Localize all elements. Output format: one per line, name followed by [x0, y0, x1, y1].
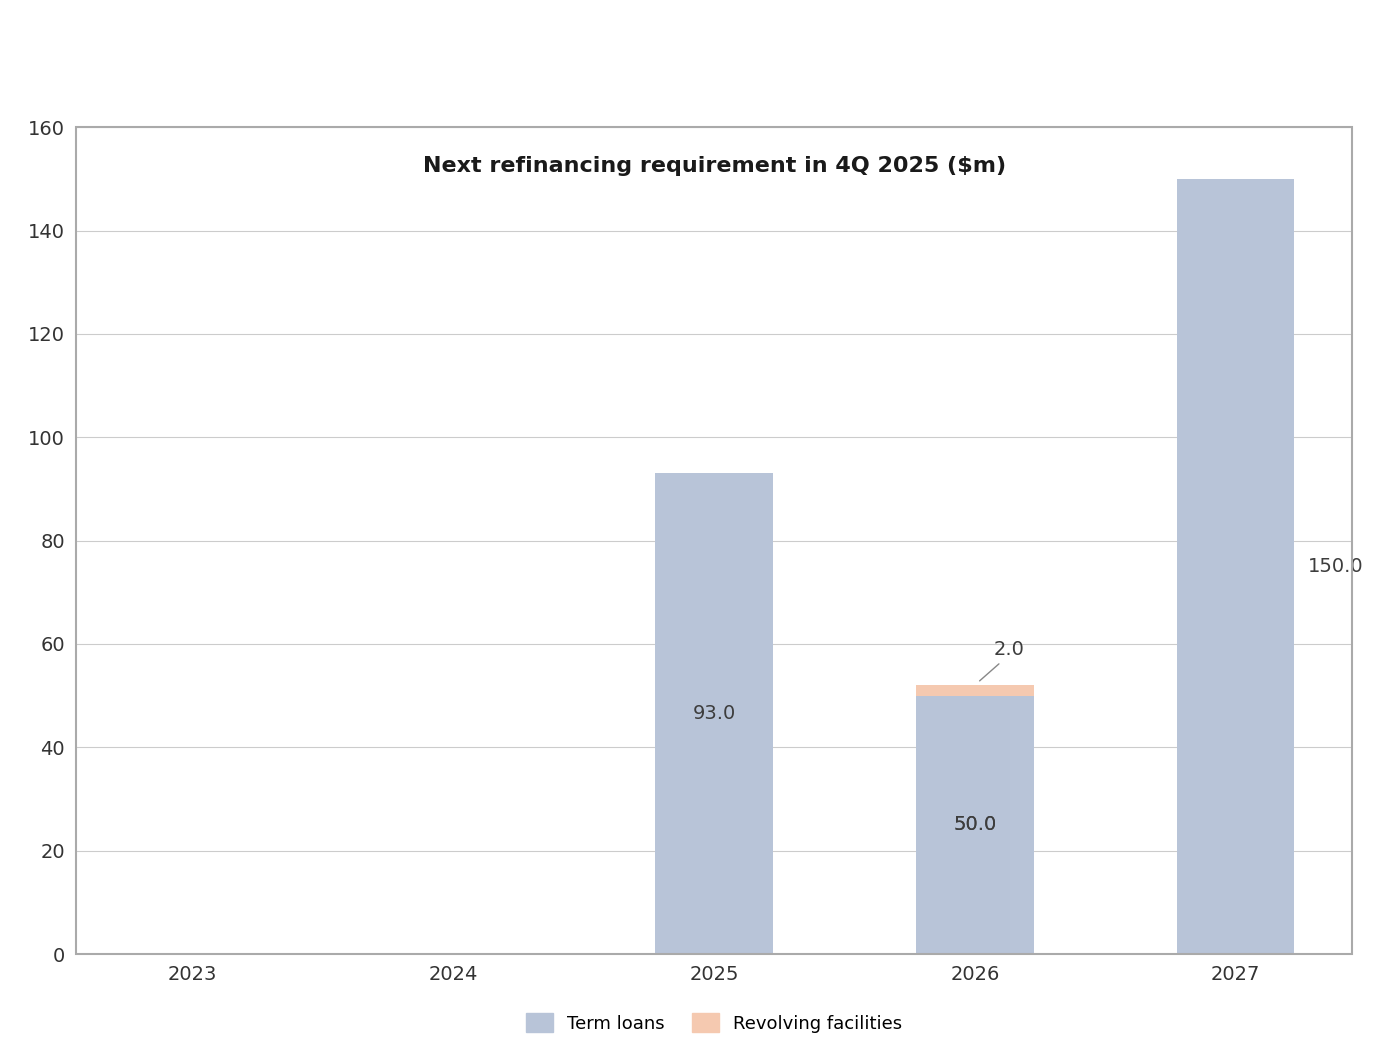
- Text: 93.0: 93.0: [693, 704, 736, 723]
- Text: 50.0: 50.0: [954, 815, 996, 834]
- Text: 2.0: 2.0: [994, 640, 1024, 659]
- Legend: Term loans, Revolving facilities: Term loans, Revolving facilities: [519, 1006, 909, 1040]
- Text: 50.0: 50.0: [954, 815, 996, 834]
- Bar: [656, 474, 773, 954]
- Text: Debt Maturity Profile: Debt Maturity Profile: [475, 28, 905, 63]
- Text: Next refinancing requirement in 4Q 2025 ($m): Next refinancing requirement in 4Q 2025 …: [422, 156, 1006, 176]
- Text: 150.0: 150.0: [1307, 556, 1363, 576]
- Bar: [1177, 179, 1294, 954]
- Bar: [916, 686, 1034, 695]
- Bar: [916, 695, 1034, 954]
